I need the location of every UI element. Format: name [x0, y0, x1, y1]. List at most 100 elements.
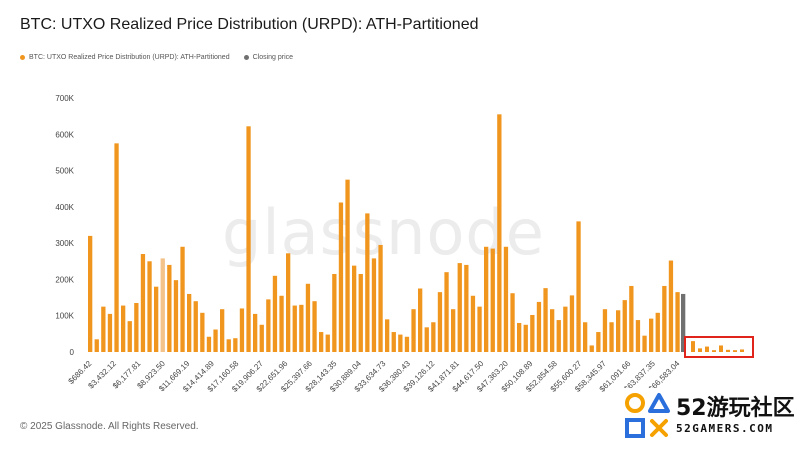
urpd-bar[interactable]	[94, 339, 99, 352]
urpd-bar[interactable]	[187, 293, 192, 352]
urpd-bar[interactable]	[457, 263, 462, 352]
urpd-bar[interactable]	[451, 309, 456, 352]
legend-item-urpd[interactable]: BTC: UTXO Realized Price Distribution (U…	[20, 54, 230, 61]
urpd-bar[interactable]	[154, 286, 159, 352]
urpd-bar[interactable]	[88, 235, 93, 352]
urpd-bar[interactable]	[497, 114, 502, 352]
urpd-bar[interactable]	[596, 332, 601, 352]
urpd-bar[interactable]	[127, 321, 132, 352]
urpd-bar[interactable]	[431, 322, 436, 352]
urpd-bar[interactable]	[668, 260, 674, 352]
urpd-bar[interactable]	[193, 301, 198, 352]
urpd-bar[interactable]	[635, 320, 641, 352]
urpd-bar[interactable]	[226, 339, 231, 352]
legend-item-closing-price[interactable]: Closing price	[243, 54, 293, 61]
urpd-bar[interactable]	[101, 306, 106, 352]
urpd-bar[interactable]	[121, 305, 126, 352]
urpd-bar[interactable]	[167, 264, 172, 352]
urpd-bar[interactable]	[253, 313, 258, 352]
urpd-bar[interactable]	[477, 306, 482, 352]
urpd-bar[interactable]	[464, 264, 469, 352]
urpd-bar[interactable]	[576, 221, 581, 352]
post-ath-bar[interactable]	[691, 341, 695, 352]
urpd-bar[interactable]	[398, 334, 403, 352]
urpd-bar[interactable]	[220, 309, 225, 352]
urpd-bar[interactable]	[259, 324, 264, 352]
urpd-bar[interactable]	[200, 312, 205, 352]
urpd-bar[interactable]	[180, 246, 185, 352]
urpd-bar[interactable]	[391, 332, 396, 352]
urpd-bar[interactable]	[523, 324, 528, 352]
urpd-bar[interactable]	[609, 322, 614, 352]
urpd-bar[interactable]	[140, 254, 146, 352]
urpd-bar[interactable]	[319, 332, 324, 352]
urpd-bar[interactable]	[411, 309, 416, 352]
urpd-bar[interactable]	[305, 283, 311, 352]
urpd-bar[interactable]	[642, 335, 647, 352]
urpd-bar[interactable]	[292, 305, 297, 352]
urpd-bar[interactable]	[655, 312, 660, 352]
urpd-bar[interactable]	[299, 304, 304, 352]
urpd-bar[interactable]	[385, 319, 390, 352]
urpd-bar[interactable]	[437, 292, 443, 352]
urpd-bar[interactable]	[352, 265, 357, 352]
urpd-bar[interactable]	[312, 301, 317, 352]
urpd-bar[interactable]	[114, 143, 119, 352]
urpd-bar[interactable]	[424, 327, 429, 352]
urpd-bar[interactable]	[662, 285, 667, 352]
urpd-bar[interactable]	[418, 288, 423, 353]
urpd-bar[interactable]	[371, 258, 377, 352]
urpd-bar[interactable]	[503, 246, 509, 352]
urpd-bar[interactable]	[239, 308, 245, 352]
urpd-bar[interactable]	[602, 309, 608, 352]
urpd-bar[interactable]	[530, 314, 535, 352]
urpd-bar[interactable]	[569, 295, 575, 352]
urpd-bar[interactable]	[365, 213, 370, 352]
urpd-bar[interactable]	[536, 301, 542, 352]
urpd-bar[interactable]	[286, 253, 291, 352]
urpd-bar[interactable]	[213, 329, 218, 352]
urpd-bar[interactable]	[404, 336, 410, 352]
urpd-bar[interactable]	[279, 295, 284, 352]
post-ath-bar[interactable]	[705, 346, 709, 352]
urpd-bar[interactable]	[332, 273, 337, 352]
post-ath-bar[interactable]	[726, 349, 730, 352]
urpd-bar[interactable]	[134, 303, 139, 352]
urpd-bar[interactable]	[345, 179, 350, 352]
urpd-bar[interactable]	[675, 292, 680, 352]
post-ath-bar[interactable]	[719, 345, 723, 352]
urpd-bar[interactable]	[233, 338, 238, 352]
urpd-bar[interactable]	[160, 258, 165, 352]
urpd-bar[interactable]	[589, 345, 594, 352]
urpd-bar[interactable]	[649, 318, 654, 352]
urpd-bar[interactable]	[616, 310, 621, 352]
urpd-bar[interactable]	[622, 300, 627, 352]
urpd-bar[interactable]	[266, 299, 271, 352]
urpd-bar[interactable]	[338, 202, 344, 352]
urpd-bar[interactable]	[543, 288, 548, 352]
post-ath-bar[interactable]	[740, 349, 744, 352]
urpd-bar[interactable]	[484, 246, 489, 352]
urpd-bar[interactable]	[629, 285, 634, 352]
post-ath-bar[interactable]	[712, 350, 716, 352]
urpd-bar[interactable]	[378, 244, 383, 352]
urpd-bar[interactable]	[358, 273, 363, 352]
urpd-bar[interactable]	[490, 248, 495, 352]
urpd-bar[interactable]	[444, 272, 449, 352]
urpd-bar[interactable]	[107, 313, 113, 352]
urpd-bar[interactable]	[173, 280, 179, 352]
urpd-bar[interactable]	[556, 320, 561, 352]
urpd-bar[interactable]	[470, 295, 476, 352]
urpd-bar[interactable]	[563, 306, 568, 352]
urpd-bar[interactable]	[272, 275, 278, 352]
urpd-bar[interactable]	[583, 322, 588, 352]
closing-price-bar[interactable]	[681, 293, 686, 352]
urpd-bar[interactable]	[325, 334, 330, 352]
urpd-bar[interactable]	[510, 293, 515, 352]
post-ath-bar[interactable]	[733, 350, 737, 352]
urpd-bar[interactable]	[246, 126, 251, 352]
post-ath-bar[interactable]	[698, 348, 702, 352]
urpd-bar[interactable]	[206, 336, 212, 352]
urpd-bar[interactable]	[147, 261, 152, 352]
urpd-bar[interactable]	[550, 309, 555, 352]
